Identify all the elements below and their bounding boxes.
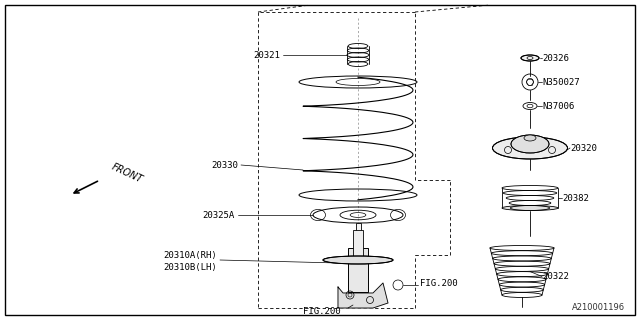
Ellipse shape — [493, 137, 568, 159]
Text: FIG.200: FIG.200 — [420, 278, 458, 287]
Ellipse shape — [511, 135, 549, 153]
Text: N37006: N37006 — [542, 101, 574, 110]
Text: 20322: 20322 — [542, 272, 569, 281]
Text: 20382: 20382 — [562, 194, 589, 203]
Bar — [348, 248, 368, 292]
Text: 20310A⟨RH⟩: 20310A⟨RH⟩ — [163, 251, 217, 260]
Ellipse shape — [502, 205, 558, 211]
Ellipse shape — [323, 256, 393, 264]
Text: 20325A: 20325A — [203, 211, 235, 220]
Ellipse shape — [524, 135, 536, 141]
Text: 20321: 20321 — [253, 51, 280, 60]
Text: N350027: N350027 — [542, 77, 580, 86]
Bar — [353, 230, 363, 262]
Text: 20326: 20326 — [542, 53, 569, 62]
Text: 20320: 20320 — [570, 143, 597, 153]
Bar — [355, 223, 360, 248]
Ellipse shape — [521, 55, 539, 61]
Text: A210001196: A210001196 — [572, 303, 625, 312]
Polygon shape — [338, 283, 388, 308]
Text: 20330: 20330 — [211, 161, 238, 170]
Text: 20310B⟨LH⟩: 20310B⟨LH⟩ — [163, 262, 217, 271]
Text: FIG.200: FIG.200 — [303, 308, 340, 316]
Text: FRONT: FRONT — [110, 162, 145, 185]
